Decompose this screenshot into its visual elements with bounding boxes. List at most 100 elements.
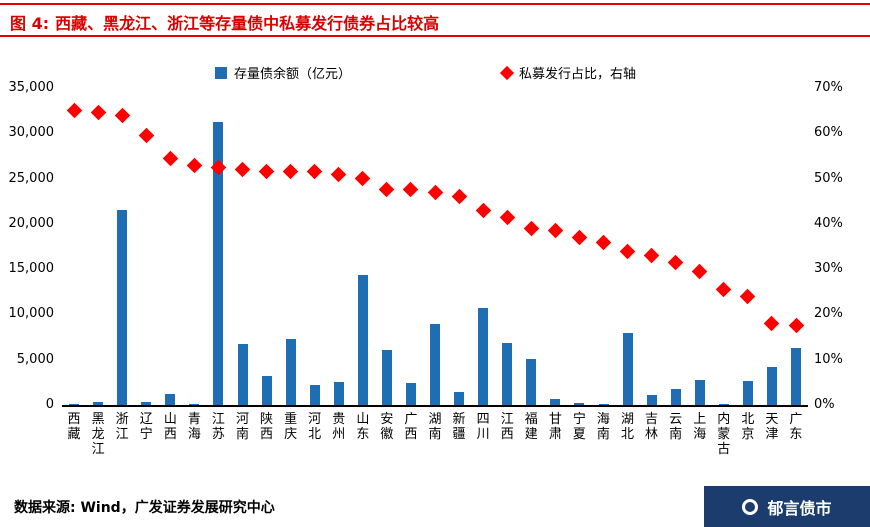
diamond-marker bbox=[571, 229, 588, 246]
x-axis-label: 黑龙江 bbox=[91, 412, 105, 457]
axis-tick-label: 30% bbox=[814, 261, 843, 277]
diamond-marker bbox=[643, 247, 660, 264]
brand-badge-label: 郁言债市 bbox=[767, 498, 832, 518]
diamond-marker bbox=[764, 315, 780, 332]
diamond-marker bbox=[379, 182, 395, 198]
bar bbox=[430, 324, 440, 405]
x-axis-label: 新疆 bbox=[452, 412, 466, 442]
diamond-marker bbox=[716, 281, 732, 298]
bar bbox=[598, 403, 609, 405]
bar bbox=[694, 379, 705, 405]
bar bbox=[718, 403, 729, 405]
diamond-marker bbox=[306, 164, 323, 180]
bar bbox=[646, 395, 657, 405]
axis-tick-label: 50% bbox=[814, 170, 843, 186]
diamond-marker bbox=[475, 202, 491, 219]
diamond-marker bbox=[740, 288, 756, 305]
x-axis-label: 西藏 bbox=[67, 412, 81, 442]
diamond-marker bbox=[90, 105, 106, 121]
axis-tick-label: 10,000 bbox=[8, 306, 55, 322]
bar bbox=[285, 338, 296, 405]
diamond-marker bbox=[66, 102, 82, 119]
x-axis-label: 广东 bbox=[789, 412, 803, 442]
y-axis-right: 0% 10% 20% 30% 40% 50% 60% 70% bbox=[812, 80, 868, 412]
diamond-marker bbox=[619, 243, 636, 259]
bar bbox=[357, 274, 368, 405]
x-axis-label: 吉林 bbox=[645, 412, 659, 442]
diamond-marker bbox=[234, 161, 251, 178]
diamond-marker bbox=[667, 254, 684, 271]
bar bbox=[213, 121, 224, 405]
bar bbox=[309, 385, 320, 405]
axis-tick-label: 70% bbox=[814, 80, 843, 95]
x-axis-label: 江苏 bbox=[211, 412, 225, 442]
diamond-marker bbox=[138, 127, 154, 144]
diamond-marker bbox=[403, 182, 419, 198]
bar bbox=[405, 383, 416, 405]
bar bbox=[333, 382, 344, 405]
diamond-marker bbox=[499, 209, 515, 225]
bar bbox=[189, 403, 200, 405]
axis-tick-label: 20% bbox=[814, 306, 843, 322]
bar bbox=[237, 344, 248, 405]
diamond-marker bbox=[282, 164, 299, 180]
bar bbox=[93, 401, 104, 405]
bar bbox=[766, 367, 777, 405]
x-axis-label: 浙江 bbox=[115, 412, 129, 442]
x-axis-label: 甘肃 bbox=[548, 412, 562, 442]
x-axis-label: 四川 bbox=[476, 412, 490, 442]
diamond-marker bbox=[427, 184, 443, 200]
source-note: 数据来源: Wind，广发证券发展研究中心 bbox=[14, 500, 275, 516]
x-axis-label: 上海 bbox=[693, 412, 707, 442]
y-axis-left: 0 5,000 10,000 15,000 20,000 25,000 30,000 35,0… bbox=[0, 80, 56, 412]
diamond-marker bbox=[691, 263, 708, 280]
x-axis-label: 山西 bbox=[163, 412, 177, 442]
diamond-marker bbox=[330, 166, 347, 182]
bar bbox=[69, 403, 79, 405]
x-axis-label: 宁夏 bbox=[572, 412, 586, 442]
diamond-marker bbox=[595, 234, 612, 250]
page-title: 图 4: 西藏、黑龙江、浙江等存量债中私募发行债券占比较高 bbox=[10, 10, 439, 34]
bar bbox=[381, 349, 392, 405]
axis-tick-label: 0% bbox=[814, 397, 835, 412]
plot-area bbox=[62, 88, 808, 407]
x-axis-label: 云南 bbox=[669, 412, 683, 442]
axis-tick-label: 60% bbox=[814, 125, 843, 141]
axis-tick-label: 10% bbox=[814, 351, 843, 367]
bar bbox=[117, 210, 128, 405]
diamond-marker bbox=[186, 157, 203, 173]
x-axis-label: 河北 bbox=[308, 412, 322, 442]
x-axis-label: 天津 bbox=[765, 412, 779, 442]
diamond-marker bbox=[355, 170, 371, 187]
figure-title-text: 西藏、黑龙江、浙江等存量债中私募发行债券占比较高 bbox=[55, 14, 440, 33]
title-rule-top bbox=[0, 3, 870, 5]
axis-tick-label: 15,000 bbox=[8, 261, 55, 277]
diamond-marker bbox=[162, 150, 179, 166]
bar bbox=[502, 342, 513, 405]
diamond-marker bbox=[451, 188, 467, 205]
diamond-marker bbox=[114, 107, 130, 123]
x-axis-label: 陕西 bbox=[260, 412, 274, 442]
diamond-series-swatch-icon bbox=[499, 65, 515, 80]
x-axis-label: 湖南 bbox=[428, 412, 442, 442]
legend-item-bars: 存量债余额（亿元） bbox=[215, 63, 351, 82]
x-axis-label: 湖北 bbox=[621, 412, 635, 442]
bar bbox=[478, 308, 489, 405]
bar bbox=[454, 392, 465, 405]
diamond-marker bbox=[547, 222, 564, 239]
bar bbox=[742, 380, 753, 405]
diamond-marker bbox=[258, 164, 275, 180]
axis-tick-label: 0 bbox=[45, 397, 54, 412]
legend: 存量债余额（亿元） 私募发行占比，右轴 bbox=[0, 63, 870, 83]
bar bbox=[791, 347, 801, 405]
x-axis-label: 北京 bbox=[741, 412, 755, 442]
bar bbox=[165, 394, 176, 405]
brand-logo-icon bbox=[742, 498, 759, 515]
axis-tick-label: 30,000 bbox=[8, 125, 55, 141]
bar bbox=[261, 376, 272, 405]
x-axis-label: 内蒙古 bbox=[717, 412, 731, 457]
x-axis-labels: 西藏黑龙江浙江辽宁山西青海江苏河南陕西重庆河北贵州山东安徽广西湖南新疆四川江西福… bbox=[62, 412, 808, 482]
x-axis-label: 江西 bbox=[500, 412, 514, 442]
axis-tick-label: 40% bbox=[814, 215, 843, 231]
diamond-marker bbox=[523, 220, 540, 237]
